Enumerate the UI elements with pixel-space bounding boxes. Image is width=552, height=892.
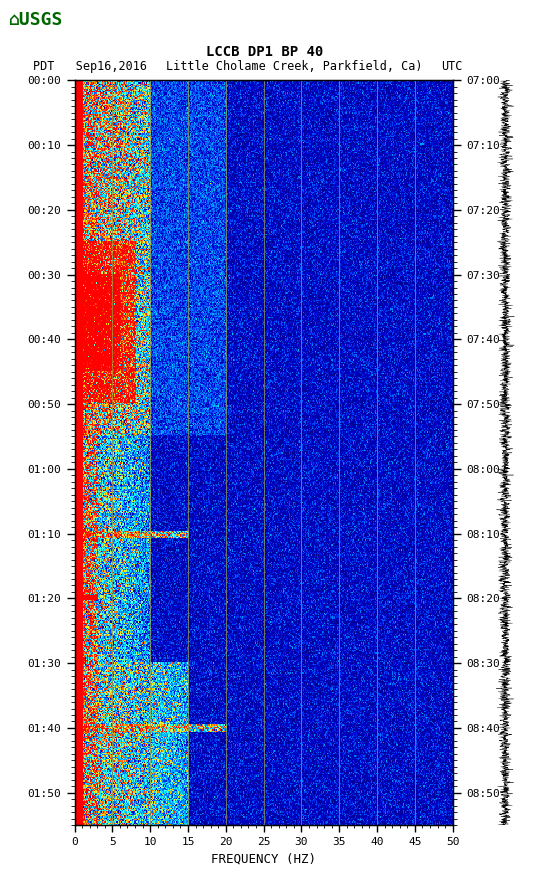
Text: Little Cholame Creek, Parkfield, Ca): Little Cholame Creek, Parkfield, Ca) [166,61,422,73]
Text: UTC: UTC [442,61,463,73]
Text: LCCB DP1 BP 40: LCCB DP1 BP 40 [206,45,323,59]
Text: PDT   Sep16,2016: PDT Sep16,2016 [33,61,147,73]
Text: ⌂USGS: ⌂USGS [8,11,63,29]
X-axis label: FREQUENCY (HZ): FREQUENCY (HZ) [211,853,316,865]
